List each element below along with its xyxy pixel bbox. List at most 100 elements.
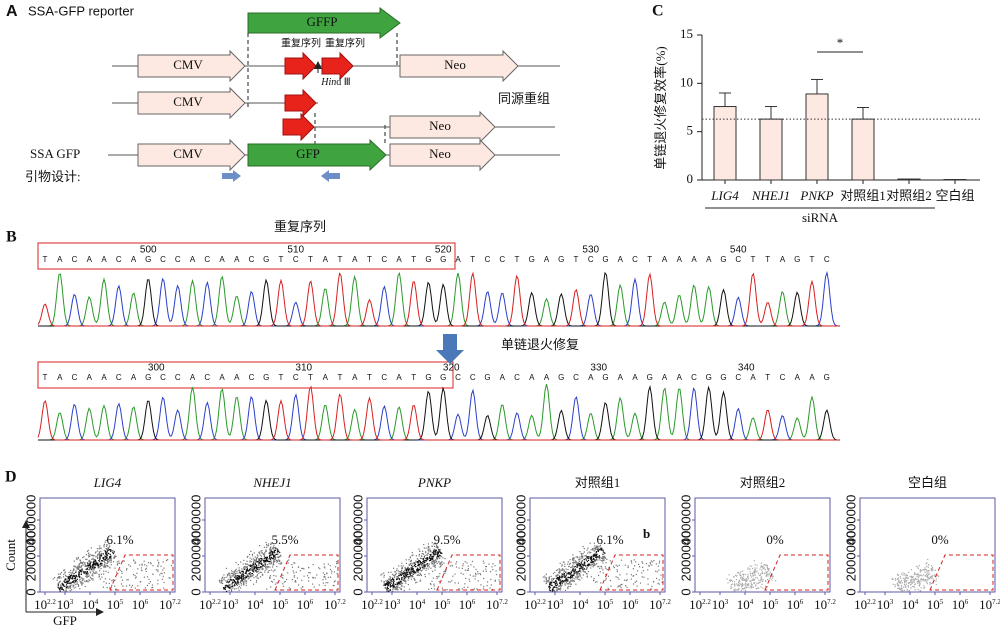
event-dot — [319, 568, 321, 570]
event-dot — [252, 574, 255, 576]
event-dot — [587, 570, 589, 573]
event-dot — [552, 578, 554, 580]
event-dot — [252, 555, 254, 557]
event-dot — [410, 567, 412, 569]
event-dot — [57, 577, 59, 579]
event-dot — [256, 568, 258, 571]
event-dot — [914, 578, 917, 580]
event-dot — [596, 563, 598, 565]
event-dot — [231, 572, 234, 575]
plot-title: NHEJ1 — [252, 475, 291, 490]
event-dot — [906, 579, 908, 582]
event-dot — [269, 557, 271, 559]
event-dot — [253, 577, 255, 579]
position-label: 510 — [287, 245, 304, 256]
event-dot — [78, 565, 80, 567]
event-dot — [103, 560, 105, 562]
event-dot — [659, 560, 661, 562]
event-dot — [564, 584, 566, 586]
gfp-text: GFP — [296, 146, 320, 161]
event-dot — [318, 584, 320, 586]
event-dot — [229, 587, 231, 589]
event-dot — [106, 548, 108, 550]
event-dot — [591, 559, 593, 561]
event-dot — [273, 559, 276, 561]
event-dot — [109, 545, 111, 547]
event-dot — [107, 561, 109, 563]
event-dot — [270, 549, 272, 551]
event-dot — [273, 558, 275, 561]
event-dot — [223, 579, 225, 581]
event-dot — [162, 561, 164, 563]
event-dot — [129, 584, 131, 586]
event-dot — [66, 579, 68, 581]
event-dot — [327, 563, 329, 565]
event-dot — [566, 578, 568, 580]
event-dot — [75, 583, 77, 585]
event-dot — [561, 565, 563, 567]
event-dot — [580, 552, 582, 555]
event-dot — [734, 583, 736, 585]
event-dot — [273, 554, 275, 556]
event-dot — [457, 582, 459, 584]
event-dot — [93, 555, 95, 557]
event-dot — [89, 572, 92, 574]
event-dot — [570, 580, 572, 582]
event-dot — [329, 568, 332, 571]
event-dot — [436, 578, 438, 580]
event-dot — [247, 555, 249, 557]
event-dot — [442, 557, 444, 559]
event-dot — [920, 569, 922, 571]
event-dot — [162, 575, 164, 577]
event-dot — [750, 574, 752, 577]
event-dot — [83, 556, 85, 558]
event-dot — [419, 572, 421, 574]
event-dot — [576, 556, 578, 558]
chromatogram-trace — [37, 271, 839, 327]
x-tick-label: 102.2 — [854, 597, 876, 612]
base-letter: T — [308, 255, 313, 264]
repair-title: 单链退火修复 — [501, 337, 579, 352]
event-dot — [762, 587, 764, 589]
event-dot — [259, 561, 261, 563]
event-dot — [67, 577, 70, 579]
event-dot — [406, 572, 408, 574]
event-dot — [105, 555, 107, 558]
event-dot — [331, 572, 333, 574]
tick-base: 10 — [132, 597, 145, 612]
tick-base: 10 — [902, 597, 915, 612]
base-letter: A — [544, 373, 550, 382]
event-dot — [110, 564, 112, 566]
event-dot — [271, 557, 273, 559]
event-dot — [766, 586, 768, 588]
event-dot — [66, 576, 68, 578]
event-dot — [392, 590, 394, 592]
event-dot — [120, 583, 123, 585]
event-dot — [411, 568, 413, 570]
event-dot — [314, 577, 316, 579]
event-dot — [433, 554, 435, 556]
event-dot — [105, 547, 107, 550]
event-dot — [579, 565, 581, 567]
event-dot — [657, 582, 659, 584]
tick-base: 10 — [222, 597, 235, 612]
event-dot — [921, 579, 923, 581]
event-dot — [917, 568, 919, 570]
event-dot — [271, 547, 273, 549]
event-dot — [250, 565, 252, 568]
event-dot — [78, 575, 81, 577]
event-dot — [899, 582, 902, 584]
x-tick-label: 104 — [572, 597, 589, 612]
event-dot — [125, 585, 128, 587]
event-dot — [602, 562, 604, 564]
event-dot — [118, 560, 120, 562]
event-dot — [429, 582, 432, 585]
base-letter: A — [529, 373, 535, 382]
event-dot — [920, 578, 922, 580]
event-dot — [272, 554, 274, 556]
event-dot — [594, 559, 596, 561]
event-dot — [86, 568, 88, 570]
event-dot — [908, 589, 910, 592]
base-letter: G — [602, 255, 608, 264]
event-dot — [563, 573, 565, 575]
